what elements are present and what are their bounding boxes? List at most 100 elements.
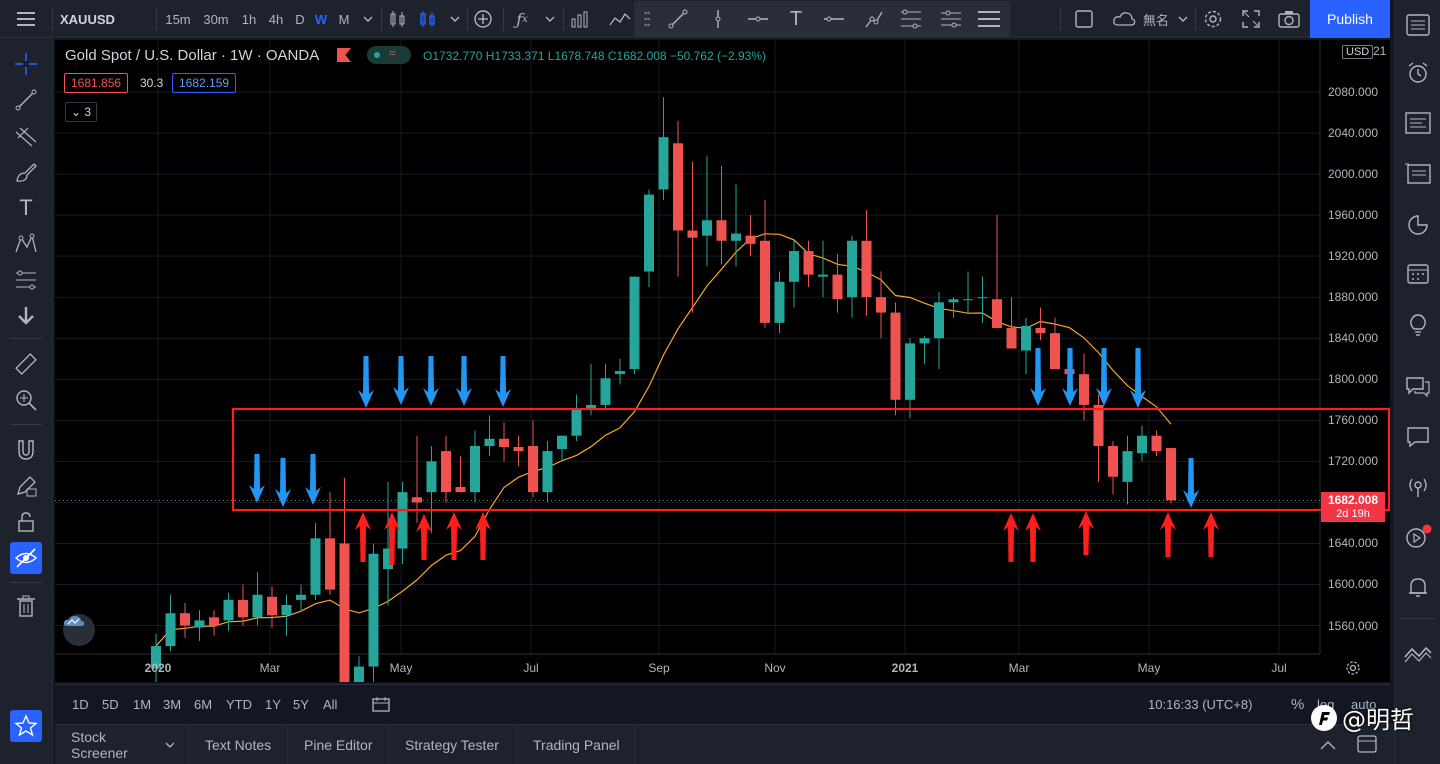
cloud-save-icon[interactable] [1108, 0, 1140, 38]
vertical-line-icon[interactable] [702, 0, 734, 38]
fib-tool-icon[interactable] [10, 120, 42, 152]
trash-icon[interactable] [10, 590, 42, 622]
interval-dropdown-icon[interactable] [358, 0, 378, 38]
text-tool-left-icon[interactable]: T [19, 195, 33, 220]
flag-icon[interactable] [337, 48, 351, 62]
alarm-clock-icon[interactable] [1403, 58, 1433, 88]
collapse-panel-icon[interactable] [1320, 737, 1336, 755]
range-button-5y[interactable]: 5Y [293, 696, 309, 712]
interval-30m[interactable]: 30m [203, 11, 229, 27]
tab-text-notes[interactable]: Text Notes [191, 725, 288, 764]
range-button-1m[interactable]: 1M [133, 696, 152, 712]
settings-gear-icon[interactable] [1198, 0, 1228, 38]
path-tool-icon[interactable] [858, 0, 890, 38]
date-range-icon[interactable] [372, 685, 390, 723]
clock-time[interactable]: 10:16:33 (UTC+8) [1148, 696, 1253, 712]
chats-icon[interactable] [1403, 372, 1433, 402]
fullscreen-icon[interactable] [1236, 0, 1266, 38]
chart-pane[interactable]: Gold Spot / U.S. Dollar · 1W · OANDA ≈ O… [55, 40, 1390, 682]
trend-line-tool-icon[interactable] [10, 84, 42, 116]
ruler-icon[interactable] [10, 348, 42, 380]
streams-icon[interactable] [1403, 472, 1433, 502]
symbol-search[interactable]: XAUUSD [60, 0, 150, 38]
range-button-6m[interactable]: 6M [194, 696, 213, 712]
tab-trading-panel[interactable]: Trading Panel [519, 725, 635, 764]
lines-group-icon[interactable] [973, 0, 1005, 38]
trend-line-icon[interactable] [662, 0, 694, 38]
horizontal-line-icon[interactable] [818, 0, 850, 38]
candle-body [484, 438, 495, 446]
ideas-lightbulb-icon[interactable] [1403, 310, 1433, 340]
annotation-arrow-down [423, 356, 439, 406]
interval-w[interactable]: W [314, 11, 328, 27]
magnet-icon[interactable] [10, 434, 42, 466]
maximize-panel-icon[interactable] [1357, 735, 1377, 758]
layout-dropdown-icon[interactable] [1174, 0, 1192, 38]
crosshair-icon[interactable] [10, 48, 42, 80]
brush-tool-icon[interactable] [10, 156, 42, 188]
calendar-icon[interactable] [1403, 258, 1433, 288]
range-button-all[interactable]: All [323, 696, 338, 712]
chat-bubble-icon[interactable] [1403, 422, 1433, 452]
chart-type-dropdown-icon[interactable] [445, 0, 465, 38]
candle-body [281, 605, 292, 616]
bars-style-icon[interactable] [385, 0, 411, 38]
arrow-down-icon[interactable] [10, 300, 42, 332]
interval-4h[interactable]: 4h [268, 11, 284, 27]
play-notification-icon[interactable] [1403, 522, 1433, 552]
notifications-bell-icon[interactable] [1403, 572, 1433, 602]
watchlist-icon[interactable] [1403, 10, 1433, 40]
range-button-5d[interactable]: 5D [102, 696, 119, 712]
candle-body [1122, 451, 1133, 482]
interval-1h[interactable]: 1h [241, 11, 257, 27]
interval-d[interactable]: D [295, 11, 305, 27]
compare-icon[interactable] [470, 0, 496, 38]
prediction-tool-icon[interactable] [10, 264, 42, 296]
screenshot-camera-icon[interactable] [1274, 0, 1304, 38]
square-icon[interactable] [1068, 0, 1100, 38]
bar-replay-icon[interactable] [606, 0, 634, 38]
fib-retracement-icon[interactable] [895, 0, 927, 38]
hide-drawings-icon[interactable] [10, 542, 42, 574]
candle-body [441, 451, 451, 493]
lock-icon[interactable] [10, 506, 42, 538]
drag-handle-icon[interactable] [640, 0, 654, 38]
tab-strategy-tester[interactable]: Strategy Tester [391, 725, 517, 764]
price-chart[interactable] [55, 40, 1390, 682]
percent-toggle[interactable]: % [1291, 695, 1305, 713]
favorites-star-icon[interactable] [10, 710, 42, 742]
calendar-clock-icon[interactable] [1403, 210, 1433, 240]
market-signal-icon[interactable] [1403, 638, 1433, 668]
range-button-ytd[interactable]: YTD [226, 696, 252, 712]
tradingview-logo-icon[interactable] [63, 614, 95, 646]
tab-stock-screener[interactable]: Stock Screener [57, 725, 189, 764]
bid-price[interactable]: 1681.856 [64, 73, 129, 93]
pattern-tool-icon[interactable] [10, 228, 42, 260]
zoom-in-icon[interactable] [10, 384, 42, 416]
parallel-channel-icon[interactable] [935, 0, 967, 38]
stay-in-drawing-icon[interactable] [10, 470, 42, 502]
auto-toggle[interactable]: auto [1351, 696, 1377, 712]
tab-pine-editor[interactable]: Pine Editor [290, 725, 389, 764]
horizontal-ray-icon[interactable] [742, 0, 774, 38]
interval-m[interactable]: M [338, 11, 350, 27]
annotation-arrow-up [475, 512, 491, 560]
candle-body [658, 137, 669, 190]
layout-name[interactable]: 無名 [1142, 13, 1169, 29]
financials-icon[interactable] [566, 0, 594, 38]
range-button-1y[interactable]: 1Y [265, 696, 281, 712]
range-button-3m[interactable]: 3M [163, 696, 182, 712]
interval-15m[interactable]: 15m [165, 11, 191, 27]
indicators-collapse-toggle[interactable]: ⌄ 3 [65, 102, 98, 122]
publish-button[interactable]: Publish [1310, 0, 1390, 38]
indicators-dropdown-icon[interactable] [540, 0, 560, 38]
menu-icon[interactable] [8, 0, 44, 38]
currency-label[interactable]: USD [1342, 45, 1374, 59]
text-tool-icon[interactable]: T [789, 7, 803, 30]
range-button-1d[interactable]: 1D [72, 696, 89, 712]
data-window-icon[interactable] [1403, 108, 1433, 138]
ask-price[interactable]: 1682.159 [172, 73, 237, 93]
hotlist-icon[interactable] [1403, 158, 1433, 188]
candles-style-icon[interactable] [415, 0, 441, 38]
